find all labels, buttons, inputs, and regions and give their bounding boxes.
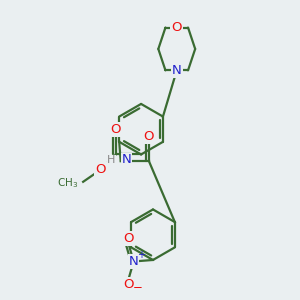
Text: CH$_3$: CH$_3$: [58, 176, 79, 190]
Text: O: O: [123, 278, 134, 290]
Text: O: O: [144, 130, 154, 143]
Text: +: +: [137, 250, 145, 260]
Text: H: H: [107, 155, 115, 165]
Text: O: O: [123, 232, 134, 245]
Text: −: −: [132, 281, 142, 294]
Text: O: O: [95, 164, 106, 176]
Text: O: O: [111, 123, 121, 136]
Text: N: N: [129, 255, 139, 268]
Text: N: N: [122, 154, 132, 166]
Text: N: N: [172, 64, 182, 77]
Text: O: O: [172, 21, 182, 34]
